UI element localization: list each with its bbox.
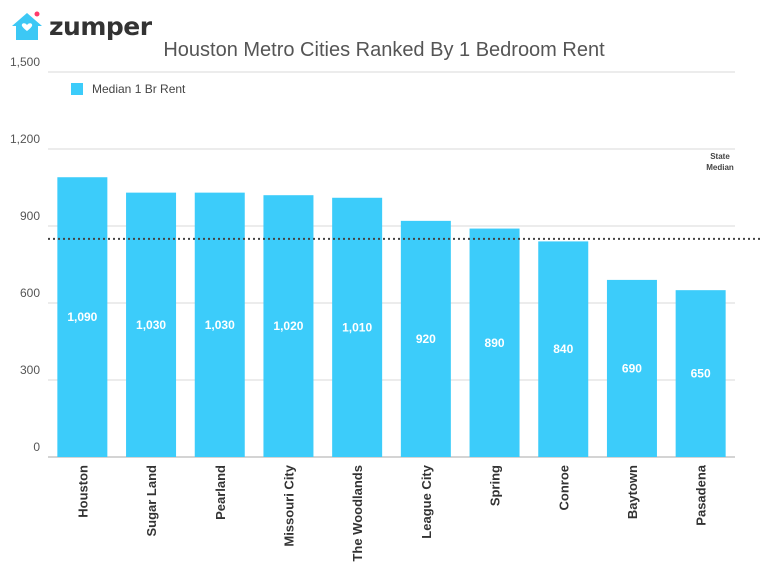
- bar: [400, 220, 451, 457]
- bar-value-label: 1,010: [342, 320, 372, 334]
- bar-value-label: 1,030: [205, 318, 235, 332]
- brand-name: zumper: [49, 11, 152, 41]
- bar-value-label: 1,090: [67, 310, 97, 324]
- x-tick-label: Conroe: [556, 465, 571, 511]
- x-tick-label: Pearland: [213, 465, 228, 520]
- bars: [57, 177, 726, 457]
- x-tick-label: Baytown: [625, 465, 640, 519]
- bar-value-label: 690: [622, 361, 642, 375]
- house-icon: [12, 11, 42, 40]
- bar: [57, 177, 108, 457]
- bar-labels: 1,090 1,030 1,030 1,020 1,010 920 890 840 690 650: [67, 310, 711, 380]
- y-tick-label: 600: [20, 286, 40, 300]
- x-axis-ticks: Houston Sugar Land Pearland Missouri City Th…: [75, 464, 708, 561]
- bar: [538, 241, 589, 457]
- legend-label: Median 1 Br Rent: [92, 82, 186, 96]
- bar-value-label: 890: [485, 336, 505, 350]
- chart-title: Houston Metro Cities Ranked By 1 Bedroom…: [163, 39, 605, 61]
- state-median-label-line2: Median: [706, 163, 734, 172]
- x-tick-label: League City: [419, 464, 434, 538]
- legend: Median 1 Br Rent: [71, 82, 186, 96]
- y-tick-label: 1,500: [10, 55, 40, 69]
- x-tick-label: Houston: [75, 465, 90, 518]
- x-tick-label: Missouri City: [281, 464, 296, 546]
- legend-swatch: [71, 83, 83, 95]
- bar: [194, 192, 245, 457]
- bar-value-label: 650: [691, 367, 711, 381]
- bar: [332, 197, 383, 457]
- bar-value-label: 1,020: [273, 319, 303, 333]
- y-tick-label: 300: [20, 363, 40, 377]
- x-tick-label: The Woodlands: [350, 465, 365, 562]
- bar: [675, 290, 726, 457]
- brand-logo: zumper: [10, 8, 152, 44]
- x-tick-label: Spring: [488, 465, 503, 506]
- bar-value-label: 1,030: [136, 318, 166, 332]
- state-median-label-line1: State: [710, 152, 730, 161]
- x-tick-label: Pasadena: [694, 464, 709, 525]
- bar: [606, 279, 657, 457]
- y-tick-label: 0: [33, 440, 40, 454]
- bar-value-label: 920: [416, 332, 436, 346]
- y-tick-label: 900: [20, 209, 40, 223]
- y-axis-ticks: 0 300 600 900 1,200 1,500: [10, 55, 40, 454]
- x-tick-label: Sugar Land: [144, 465, 159, 537]
- y-tick-label: 1,200: [10, 132, 40, 146]
- bar-value-label: 840: [553, 342, 573, 356]
- bar: [469, 228, 520, 457]
- bar: [126, 192, 177, 457]
